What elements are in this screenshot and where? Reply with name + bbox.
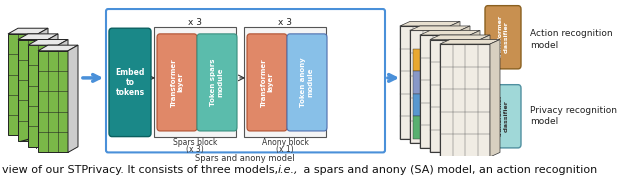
Polygon shape [413,49,425,71]
FancyBboxPatch shape [157,34,197,131]
Text: Token spars
module: Token spars module [211,59,223,106]
Polygon shape [8,34,38,135]
Polygon shape [490,40,500,157]
FancyBboxPatch shape [109,28,151,137]
Polygon shape [480,35,490,152]
Polygon shape [38,28,48,135]
Polygon shape [470,30,480,148]
Text: Spars and anony model: Spars and anony model [195,154,295,162]
Text: (x 3): (x 3) [186,145,204,154]
Polygon shape [430,40,480,152]
Polygon shape [18,40,48,141]
Polygon shape [68,45,78,152]
Polygon shape [18,34,58,40]
Text: Privacy recognition: Privacy recognition [530,106,617,115]
Text: Token anony
module: Token anony module [301,58,314,107]
Polygon shape [425,49,438,71]
Text: Time: Time [33,142,53,151]
FancyBboxPatch shape [197,34,237,131]
Text: Transformer
classifier: Transformer classifier [498,16,508,59]
Polygon shape [48,34,58,141]
Polygon shape [460,26,470,143]
Text: Action recognition: Action recognition [530,29,612,38]
Polygon shape [420,30,480,35]
Polygon shape [425,94,438,116]
Text: Transformer
classifier: Transformer classifier [498,95,508,138]
Text: Transformer
layer: Transformer layer [170,58,184,107]
Text: i.e.,: i.e., [278,165,298,175]
FancyBboxPatch shape [247,34,287,131]
Polygon shape [440,44,490,157]
Text: a spars and anony (SA) model, an action recognition: a spars and anony (SA) model, an action … [300,165,597,175]
FancyBboxPatch shape [485,6,521,69]
Text: view of our STPrivacy. It consists of three models,: view of our STPrivacy. It consists of th… [2,165,282,175]
Polygon shape [413,71,425,94]
Polygon shape [430,35,490,40]
Polygon shape [38,45,78,51]
Text: Transformer
layer: Transformer layer [260,58,273,107]
Polygon shape [413,94,425,116]
FancyBboxPatch shape [154,27,236,137]
Polygon shape [410,26,470,30]
Polygon shape [450,21,460,139]
FancyBboxPatch shape [287,34,327,131]
Polygon shape [400,21,460,26]
FancyBboxPatch shape [244,27,326,137]
Polygon shape [400,26,450,139]
Text: Spars block: Spars block [173,138,217,147]
Polygon shape [28,40,68,45]
Polygon shape [420,35,470,148]
Text: model: model [530,117,558,126]
Polygon shape [410,30,460,143]
Polygon shape [58,40,68,147]
FancyBboxPatch shape [485,85,521,148]
Polygon shape [8,28,48,34]
Polygon shape [425,71,438,94]
Text: x 3: x 3 [278,18,292,27]
Text: model: model [530,41,558,50]
Polygon shape [28,45,58,147]
Text: x 3: x 3 [188,18,202,27]
Text: (x 1): (x 1) [276,145,294,154]
Text: Anony block: Anony block [262,138,308,147]
Text: Embed
to
tokens: Embed to tokens [115,67,145,97]
Polygon shape [413,116,425,139]
Polygon shape [440,40,500,44]
Polygon shape [38,51,68,152]
